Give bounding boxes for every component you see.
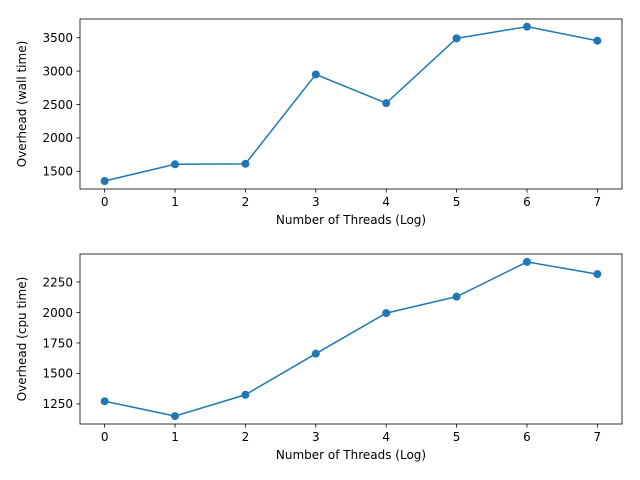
x-tick-label: 2 — [242, 195, 250, 209]
x-tick-label: 3 — [312, 195, 320, 209]
y-tick-label: 2000 — [42, 306, 73, 320]
y-tick-label: 2250 — [42, 275, 73, 289]
series-line — [104, 25, 598, 182]
x-tick-label: 0 — [101, 195, 109, 209]
x-axis-label: Number of Threads (Log) — [276, 448, 426, 462]
x-tick-label: 7 — [594, 430, 602, 444]
data-point — [452, 292, 461, 301]
y-tick-label: 1250 — [42, 397, 73, 411]
y-tick-label: 1750 — [42, 336, 73, 350]
x-tick-label: 3 — [312, 430, 320, 444]
y-tick-label: 3500 — [42, 31, 73, 45]
data-point — [100, 397, 109, 406]
data-point — [593, 36, 602, 45]
y-axis-label: Overhead (wall time) — [15, 41, 29, 168]
data-point — [241, 390, 250, 399]
y-tick-label: 2500 — [42, 98, 73, 112]
y-axis-label: Overhead (cpu time) — [15, 277, 29, 402]
series-line — [104, 261, 598, 417]
data-point — [241, 159, 250, 168]
y-tick-label: 1500 — [42, 367, 73, 381]
x-tick-label: 7 — [594, 195, 602, 209]
x-tick-label: 6 — [523, 195, 531, 209]
x-tick-label: 2 — [242, 430, 250, 444]
x-tick-label: 1 — [171, 430, 179, 444]
data-point — [382, 99, 391, 108]
y-tick-label: 3000 — [42, 64, 73, 78]
wall-time-chart: 0 1 2 3 4 5 6 7 1500 2000 2500 3000 3500 Number of Th… — [15, 18, 623, 227]
x-tick-label: 1 — [171, 195, 179, 209]
data-point — [382, 309, 391, 318]
x-tick-label: 0 — [101, 430, 109, 444]
x-tick-label: 5 — [453, 195, 461, 209]
data-point — [311, 70, 320, 79]
x-axis-label: Number of Threads (Log) — [276, 213, 426, 227]
data-point — [171, 160, 180, 169]
y-tick-label: 1500 — [42, 165, 73, 179]
cpu-time-chart: 0 1 2 3 4 5 6 7 1250 1500 1750 2000 2250 Number of Th… — [15, 253, 623, 462]
data-point — [311, 349, 320, 358]
x-tick-label: 6 — [523, 430, 531, 444]
data-point — [171, 412, 180, 421]
x-tick-label: 5 — [453, 430, 461, 444]
data-point — [452, 34, 461, 43]
axes-frame — [79, 253, 623, 425]
axes-frame — [79, 18, 623, 190]
x-tick-label: 4 — [382, 430, 390, 444]
data-point — [593, 270, 602, 279]
data-point — [100, 176, 109, 185]
data-point — [522, 257, 531, 266]
y-tick-label: 2000 — [42, 131, 73, 145]
x-tick-label: 4 — [382, 195, 390, 209]
data-point — [522, 22, 531, 31]
